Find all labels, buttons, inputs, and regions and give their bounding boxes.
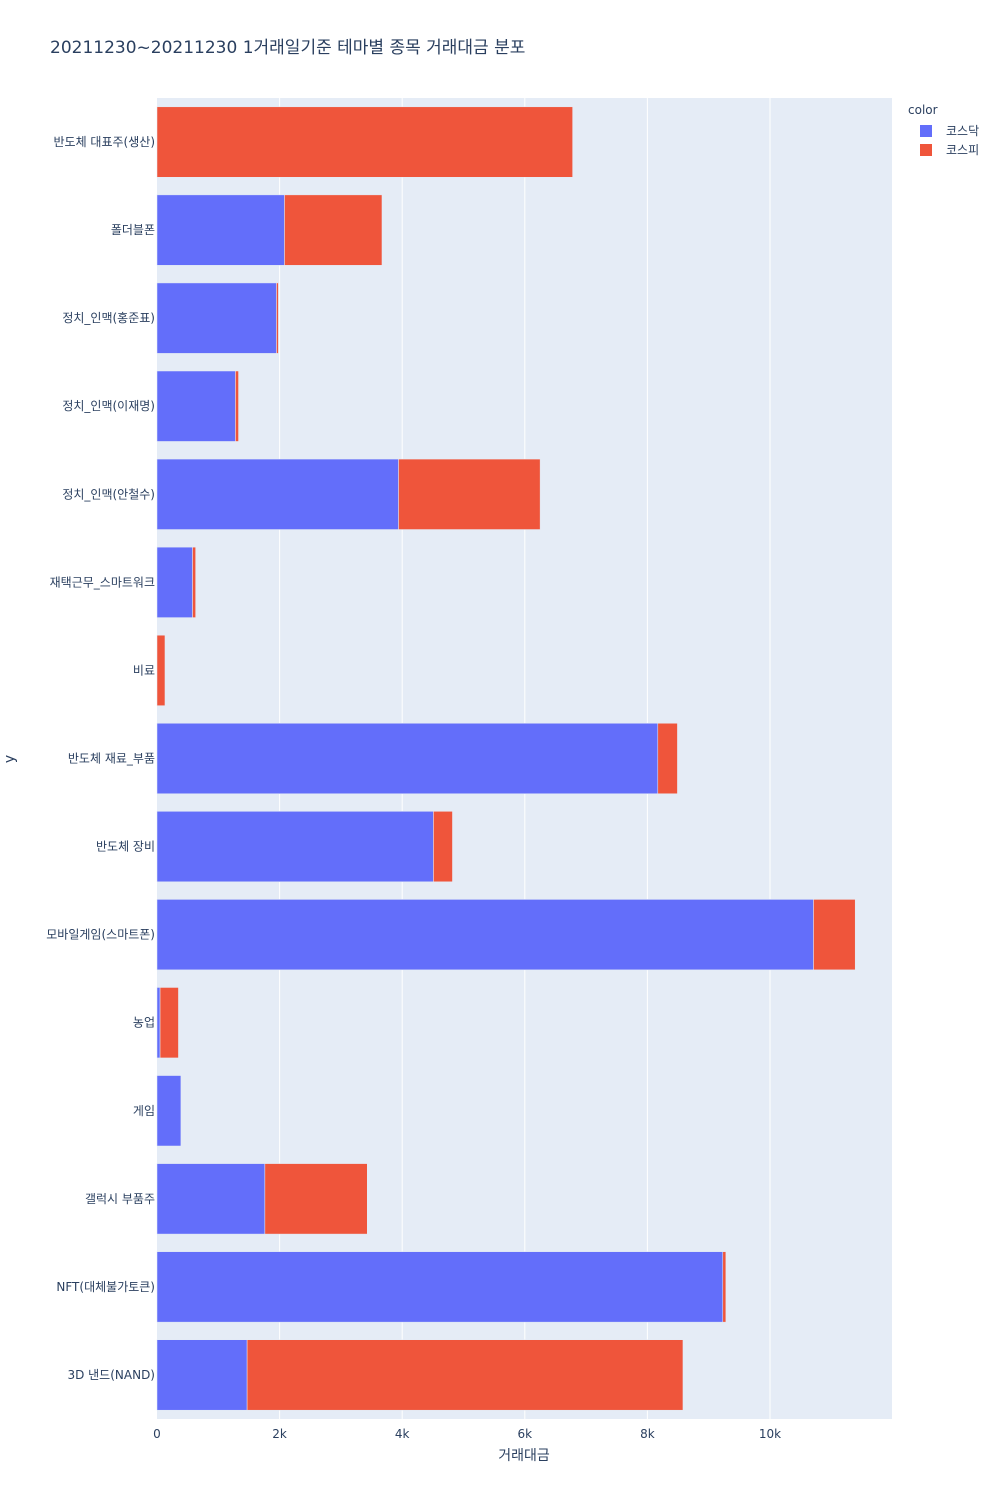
- bar-코스피[interactable]: [159, 987, 179, 1059]
- bar-코스피[interactable]: [264, 1163, 368, 1235]
- bar-코스피[interactable]: [192, 546, 196, 618]
- legend-item[interactable]: 코스피: [908, 140, 979, 159]
- bar-코스닥[interactable]: [156, 899, 814, 971]
- x-tick-label: 6k: [518, 1427, 533, 1441]
- x-tick-label: 8k: [640, 1427, 655, 1441]
- bar-코스피[interactable]: [156, 106, 573, 178]
- legend-label: 코스피: [946, 143, 980, 157]
- y-tick-label: 3D 낸드(NAND): [67, 1368, 155, 1382]
- bar-코스피[interactable]: [235, 370, 239, 442]
- bar-코스닥[interactable]: [156, 282, 277, 354]
- bar-코스피[interactable]: [156, 634, 166, 706]
- y-tick-label: 갤럭시 부품주: [85, 1192, 155, 1206]
- y-tick-label: 재택근무_스마트워크: [50, 575, 155, 589]
- bar-코스피[interactable]: [246, 1339, 684, 1411]
- y-tick-label: 게임: [133, 1104, 155, 1118]
- y-tick-label: 정치_인맥(안철수): [62, 487, 155, 501]
- bar-코스닥[interactable]: [156, 1075, 182, 1147]
- legend-item[interactable]: 코스닥: [908, 121, 979, 140]
- bar-코스닥[interactable]: [156, 1163, 266, 1235]
- y-tick-label: 반도체 재료_부품: [68, 752, 155, 766]
- x-tick-label: 0: [153, 1427, 161, 1441]
- y-tick-label: 정치_인맥(이재명): [62, 399, 155, 413]
- bar-코스피[interactable]: [722, 1251, 727, 1323]
- y-tick-label: 반도체 장비: [96, 840, 155, 854]
- y-axis-title: y: [2, 755, 18, 763]
- legend-swatch: [920, 124, 932, 137]
- bar-코스닥[interactable]: [156, 811, 434, 883]
- bar-코스피[interactable]: [433, 811, 453, 883]
- y-tick-label: 반도체 대표주(생산): [54, 135, 156, 149]
- y-tick-label: NFT(대체불가토큰): [56, 1280, 155, 1294]
- legend-title: color: [908, 103, 938, 117]
- bar-코스닥[interactable]: [156, 458, 399, 530]
- x-tick-labels: 0 2k 4k 6k 8k 10k: [153, 1427, 781, 1441]
- bar-코스피[interactable]: [398, 458, 541, 530]
- chart-title: 20211230~20211230 1거래일기준 테마별 종목 거래대금 분포: [50, 38, 526, 58]
- y-tick-label: 비료: [133, 663, 155, 677]
- legend-label: 코스닥: [946, 124, 980, 138]
- bar-코스닥[interactable]: [156, 1339, 248, 1411]
- bar-코스닥[interactable]: [156, 194, 285, 266]
- bar-코스닥[interactable]: [156, 723, 659, 794]
- bar-코스피[interactable]: [813, 899, 856, 971]
- y-tick-label: 모바일게임(스마트폰): [46, 928, 155, 942]
- x-tick-label: 2k: [272, 1427, 287, 1441]
- bar-코스피[interactable]: [284, 194, 383, 266]
- legend-swatch: [920, 143, 932, 156]
- bar-코스닥[interactable]: [156, 987, 161, 1059]
- x-tick-label: 10k: [759, 1427, 781, 1441]
- x-tick-label: 4k: [395, 1427, 410, 1441]
- bar-코스닥[interactable]: [156, 546, 193, 618]
- x-axis-title: 거래대금: [498, 1448, 550, 1464]
- bar-코스닥[interactable]: [156, 1251, 724, 1323]
- y-tick-label: 폴더블폰: [111, 223, 155, 237]
- bar-코스피[interactable]: [657, 723, 678, 794]
- y-tick-label: 농업: [133, 1016, 155, 1030]
- bar-코스닥[interactable]: [156, 370, 236, 442]
- bar-코스피[interactable]: [276, 282, 279, 354]
- bars: [156, 106, 856, 1411]
- y-tick-label: 정치_인맥(홍준표): [62, 311, 155, 325]
